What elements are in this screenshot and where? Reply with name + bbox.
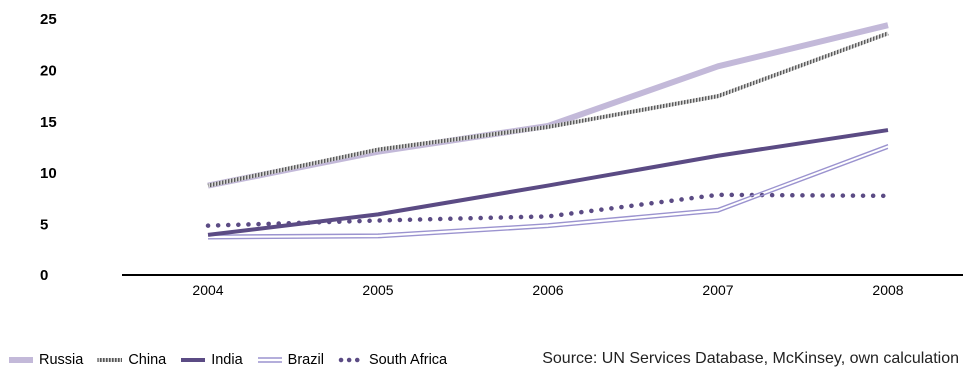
series-india bbox=[207, 128, 889, 237]
legend-swatch-india bbox=[181, 358, 206, 362]
series-china bbox=[207, 31, 889, 188]
legend-label: Brazil bbox=[287, 352, 324, 368]
series-line-russia bbox=[207, 22, 889, 189]
series-brazil bbox=[207, 144, 889, 240]
legend-swatch-china bbox=[97, 358, 123, 362]
legend-item-china: China bbox=[97, 352, 166, 368]
y-axis-tick-labels: 0 5 10 15 20 25 bbox=[40, 11, 57, 284]
x-tick-label: 2007 bbox=[702, 282, 733, 298]
x-tick-label: 2004 bbox=[192, 282, 223, 298]
series-line-brazil-lower bbox=[207, 147, 889, 240]
series-layer bbox=[205, 22, 891, 240]
legend-item-south-africa: South Africa bbox=[338, 352, 447, 368]
legend-item-russia: Russia bbox=[8, 352, 83, 368]
legend: Russia China India Brazil South Africa bbox=[8, 350, 461, 370]
legend-label: South Africa bbox=[368, 352, 448, 368]
x-tick-label: 2008 bbox=[872, 282, 903, 298]
series-russia bbox=[207, 22, 889, 189]
x-tick-label: 2006 bbox=[532, 282, 563, 298]
x-axis-tick-labels: 2004 2005 2006 2007 2008 bbox=[192, 282, 903, 298]
legend-label: Russia bbox=[39, 352, 84, 368]
legend-item-india: India bbox=[180, 352, 243, 368]
y-tick-label: 5 bbox=[40, 217, 48, 234]
y-tick-label: 20 bbox=[40, 62, 57, 79]
y-tick-label: 25 bbox=[40, 11, 57, 28]
legend-label: China bbox=[128, 352, 167, 368]
legend-item-brazil: Brazil bbox=[257, 352, 324, 368]
y-tick-label: 0 bbox=[40, 267, 48, 284]
series-line-india bbox=[207, 128, 889, 237]
source-note: Source: UN Services Database, McKinsey, … bbox=[542, 350, 959, 367]
legend-swatch-brazil bbox=[257, 357, 282, 363]
series-line-china bbox=[207, 31, 889, 188]
y-tick-label: 15 bbox=[40, 114, 57, 131]
x-tick-label: 2005 bbox=[362, 282, 393, 298]
y-tick-label: 10 bbox=[40, 165, 57, 182]
legend-swatch-russia bbox=[9, 357, 33, 363]
series-line-brazil-upper bbox=[207, 144, 889, 236]
legend-swatch-south-africa bbox=[338, 357, 364, 363]
legend-label: India bbox=[211, 352, 243, 368]
